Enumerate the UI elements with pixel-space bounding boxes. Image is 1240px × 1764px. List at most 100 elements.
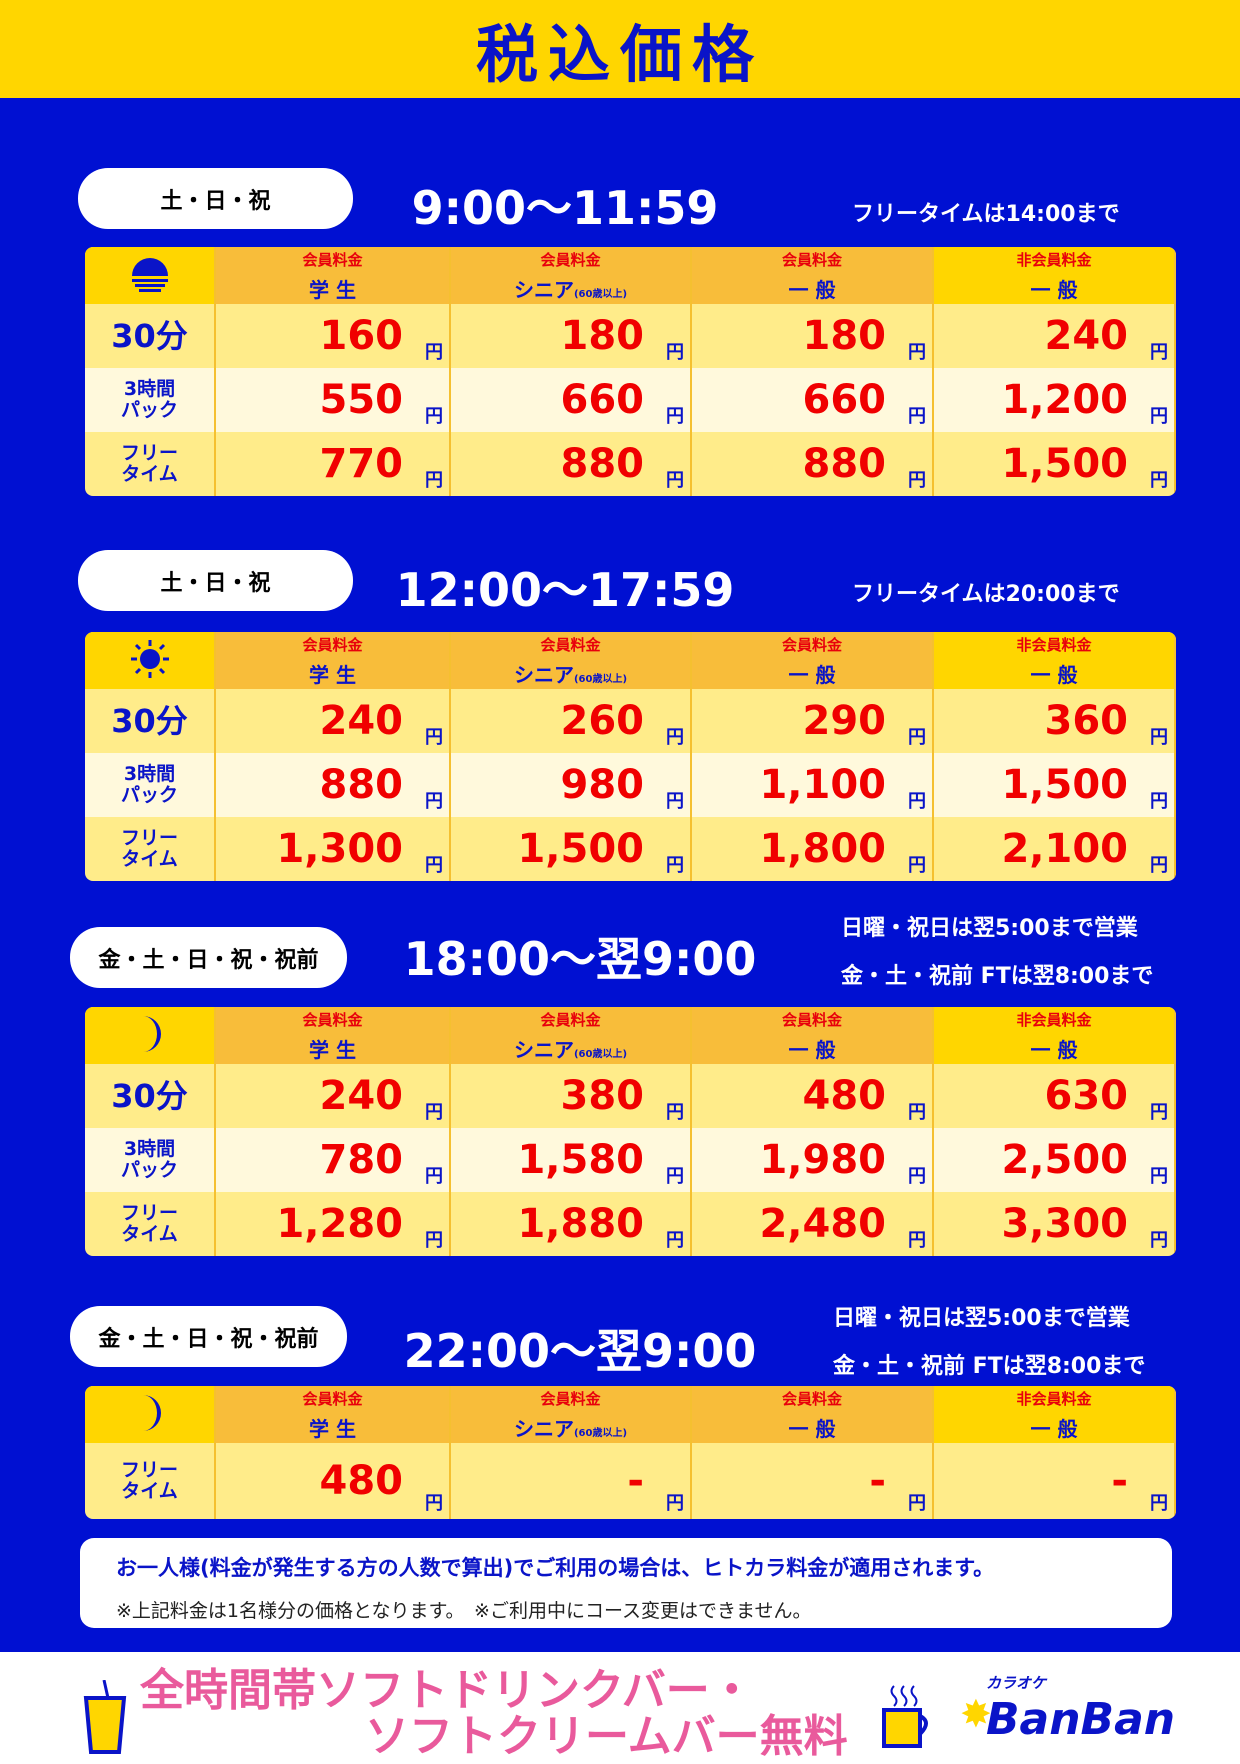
price-value: 630 (1044, 1073, 1129, 1119)
yen-label: 円 (425, 727, 443, 748)
price-value: 980 (560, 762, 645, 808)
price-cell: 240 円 (216, 689, 451, 753)
price-value: 1,800 (759, 826, 886, 872)
column-header: 非会員料金一 般 (934, 247, 1176, 304)
yen-label: 円 (1150, 1102, 1168, 1123)
row-label-3h-pack: 3時間 パック (85, 753, 216, 817)
price-cell: 660 円 (451, 368, 692, 432)
price-cell: 240 円 (216, 1064, 451, 1128)
price-cell: 260 円 (451, 689, 692, 753)
price-table: 会員料金学 生会員料金 シニア(60歳以上) 会員料金一 般非会員料金一 般 30分 1… (85, 247, 1176, 496)
column-header: 会員料金 シニア(60歳以上) (451, 247, 692, 304)
price-cell: -円 (451, 1443, 692, 1519)
price-cell: 880 円 (692, 432, 934, 496)
yen-label: 円 (1150, 1493, 1168, 1514)
yen-label: 円 (908, 406, 926, 427)
price-cell: 2,500 円 (934, 1128, 1176, 1192)
yen-label: 円 (908, 1102, 926, 1123)
yen-label: 円 (1150, 342, 1168, 363)
price-value: 240 (319, 1073, 404, 1119)
table-row: 3時間 パック 780 円 1,580 円 1,980 円 2,500 円 (85, 1128, 1176, 1192)
section-note: 金・土・祝前 FTは翌8:00まで (841, 964, 1154, 989)
yen-label: 円 (666, 855, 684, 876)
price-value: 290 (802, 698, 887, 744)
column-header: 会員料金一 般 (692, 632, 934, 689)
price-value: 160 (319, 313, 404, 359)
price-value: 1,100 (759, 762, 886, 808)
yen-label: 円 (666, 1230, 684, 1251)
price-value: 1,280 (276, 1201, 403, 1247)
yen-label: 円 (425, 1230, 443, 1251)
price-cell: 880 円 (451, 432, 692, 496)
price-value: 3,300 (1001, 1201, 1128, 1247)
price-cell: 180 円 (451, 304, 692, 368)
footer: 全時間帯ソフトドリンクバー・ ソフトクリームバー無料 カラオケ ✸ BanBan (0, 1652, 1240, 1762)
yen-label: 円 (908, 1166, 926, 1187)
price-value: 380 (560, 1073, 645, 1119)
yen-label: 円 (908, 1230, 926, 1251)
yen-label: 円 (908, 855, 926, 876)
price-cell: 1,100 円 (692, 753, 934, 817)
table-row: 30分 240 円 260 円 290 円 360 円 (85, 689, 1176, 753)
yen-label: 円 (1150, 855, 1168, 876)
price-cell: 180 円 (692, 304, 934, 368)
price-value: - (627, 1458, 644, 1504)
price-value: 660 (560, 377, 645, 423)
column-header: 会員料金学 生 (216, 1007, 451, 1064)
table-row: 30分 160 円 180 円 180 円 240 円 (85, 304, 1176, 368)
column-header: 会員料金一 般 (692, 1007, 934, 1064)
price-cell: 1,300 円 (216, 817, 451, 881)
price-value: 1,580 (517, 1137, 644, 1183)
drink-cup-icon (83, 1680, 127, 1754)
yen-label: 円 (1150, 406, 1168, 427)
yen-label: 円 (908, 791, 926, 812)
price-cell: 1,500 円 (934, 432, 1176, 496)
price-value: 1,880 (517, 1201, 644, 1247)
row-label-30min: 30分 (85, 1064, 216, 1128)
price-cell: 1,980 円 (692, 1128, 934, 1192)
hot-cup-icon (882, 1685, 928, 1748)
price-cell: 1,880 円 (451, 1192, 692, 1256)
table-row: フリー タイム 770 円 880 円 880 円 1,500 円 (85, 432, 1176, 496)
price-cell: -円 (934, 1443, 1176, 1519)
price-cell: 1,580 円 (451, 1128, 692, 1192)
column-header: 会員料金 シニア(60歳以上) (451, 632, 692, 689)
sunset-icon (85, 247, 216, 304)
time-range: 22:00〜翌9:00 (403, 1324, 757, 1378)
table-row: フリー タイム 1,280 円 1,880 円 2,480 円 3,300 円 (85, 1192, 1176, 1256)
days-pill: 金・土・日・祝・祝前 (70, 1306, 347, 1367)
yen-label: 円 (908, 342, 926, 363)
row-label-3h-pack: 3時間 パック (85, 368, 216, 432)
logo-text: BanBan (986, 1694, 1176, 1745)
price-value: 260 (560, 698, 645, 744)
price-value: 1,500 (517, 826, 644, 872)
price-cell: 160 円 (216, 304, 451, 368)
row-label-free-time: フリー タイム (85, 817, 216, 881)
yen-label: 円 (666, 1493, 684, 1514)
price-cell: -円 (692, 1443, 934, 1519)
yen-label: 円 (666, 1102, 684, 1123)
price-table: 会員料金学 生会員料金 シニア(60歳以上) 会員料金一 般非会員料金一 般フリータ… (85, 1386, 1176, 1519)
price-value: 660 (802, 377, 887, 423)
footer-line1: 全時間帯ソフトドリンクバー・ (140, 1665, 754, 1716)
logo-small: カラオケ (986, 1674, 1047, 1692)
yen-label: 円 (666, 1166, 684, 1187)
row-label-30min: 30分 (85, 304, 216, 368)
yen-label: 円 (425, 1493, 443, 1514)
price-value: 240 (319, 698, 404, 744)
price-value: 1,300 (276, 826, 403, 872)
section-note: 日曜・祝日は翌5:00まで営業 (833, 1306, 1130, 1331)
price-cell: 550 円 (216, 368, 451, 432)
yen-label: 円 (666, 342, 684, 363)
yen-label: 円 (1150, 1230, 1168, 1251)
price-cell: 1,500 円 (934, 753, 1176, 817)
banban-logo: カラオケ ✸ BanBan (960, 1672, 1175, 1752)
footer-line2: ソフトクリームバー無料 (365, 1711, 848, 1762)
time-range: 12:00〜17:59 (395, 563, 735, 617)
price-cell: 290 円 (692, 689, 934, 753)
price-value: 550 (319, 377, 404, 423)
yen-label: 円 (666, 470, 684, 491)
price-cell: 2,480 円 (692, 1192, 934, 1256)
row-label-free-time: フリー タイム (85, 432, 216, 496)
yen-label: 円 (1150, 727, 1168, 748)
